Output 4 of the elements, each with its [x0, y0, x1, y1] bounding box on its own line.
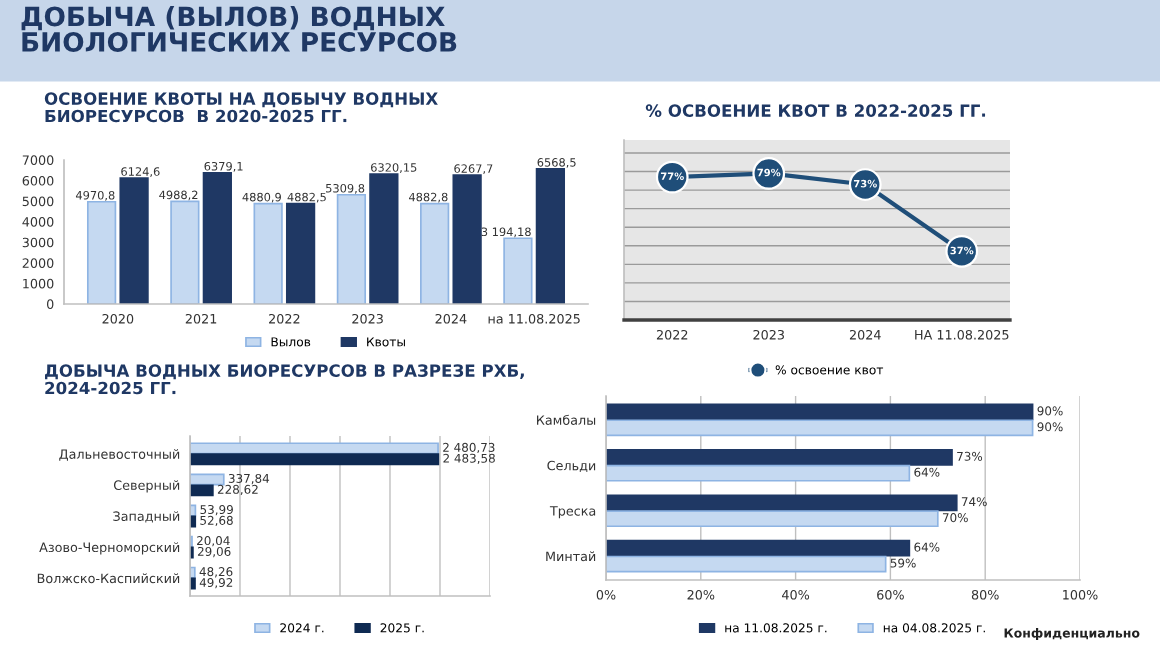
text: ДОБЫЧА (ВЫЛОВ) ВОДНЫХ БИОЛОГИЧЕСКИХ РЕСУРСОВ [21, 6, 457, 52]
chart-title: % ОСВОЕНИЕ КВОТ В 2022-2025 ГГ. [645, 104, 986, 117]
chart-title: ОСВОЕНИЕ КВОТЫ НА ДОБЫЧУ ВОДНЫХ БИОРЕСУРСОВ В 2020-2025 ГГ. [44, 92, 438, 123]
chart-title: ДОБЫЧА ВОДНЫХ БИОРЕСУРСОВ В РАЗРЕЗЕ РХБ, 2024-2025 ГГ. [45, 364, 524, 395]
